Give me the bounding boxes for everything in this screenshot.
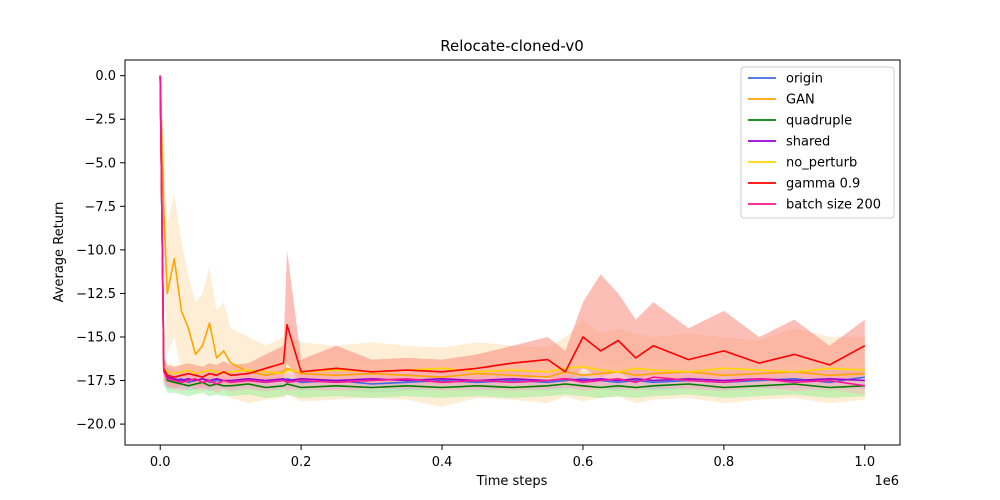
x-axis-ticks: 0.0 0.2 0.4 0.6 0.8 1.0 — [150, 445, 875, 470]
y-axis-ticks: 0.0 −2.5 −5.0 −7.5 −10.0 −12.5 −15.0 −17.5 −20.0 — [76, 69, 125, 433]
legend-label: origin — [786, 72, 823, 87]
legend-label: quadruple — [786, 114, 852, 129]
x-tick-label: 1.0 — [854, 455, 875, 470]
x-axis-scale-label: 1e6 — [874, 474, 899, 489]
legend-box — [740, 66, 895, 219]
x-tick-label: 0.6 — [573, 455, 594, 470]
y-tick-label: −17.5 — [76, 374, 116, 389]
x-tick-label: 0.0 — [150, 455, 171, 470]
x-tick-label: 0.2 — [291, 455, 312, 470]
series-line-2 — [159, 75, 865, 389]
band-5 — [160, 75, 865, 388]
series-lines — [159, 75, 866, 389]
series-line-6 — [159, 75, 865, 387]
y-tick-label: −5.0 — [84, 156, 116, 171]
y-tick-label: −2.5 — [84, 113, 116, 128]
x-axis-label: Time steps — [476, 474, 548, 489]
y-tick-label: −10.0 — [76, 243, 116, 258]
series-line-4 — [159, 75, 865, 375]
y-tick-label: 0.0 — [95, 69, 116, 84]
series-line-3 — [159, 75, 865, 382]
legend-label: batch size 200 — [786, 198, 881, 213]
x-tick-label: 0.8 — [714, 455, 735, 470]
plot-frame — [124, 59, 901, 446]
confidence-bands — [160, 75, 865, 407]
chart-title: Relocate-cloned-v0 — [440, 37, 584, 55]
series-line-5 — [159, 75, 866, 378]
y-tick-label: −7.5 — [84, 200, 116, 215]
y-tick-label: −20.0 — [76, 418, 116, 433]
legend-label: gamma 0.9 — [786, 177, 860, 192]
y-axis-label: Average Return — [52, 202, 67, 303]
legend-label: no_perturb — [786, 156, 857, 171]
series-line-1 — [159, 75, 865, 378]
y-tick-label: −15.0 — [76, 330, 116, 345]
legend-label: shared — [786, 135, 830, 150]
legend-label: GAN — [786, 93, 815, 108]
legend: origin GAN quadruple shared no_perturbgamma … — [740, 66, 895, 219]
y-tick-label: −12.5 — [76, 287, 116, 302]
x-tick-label: 0.4 — [432, 455, 453, 470]
